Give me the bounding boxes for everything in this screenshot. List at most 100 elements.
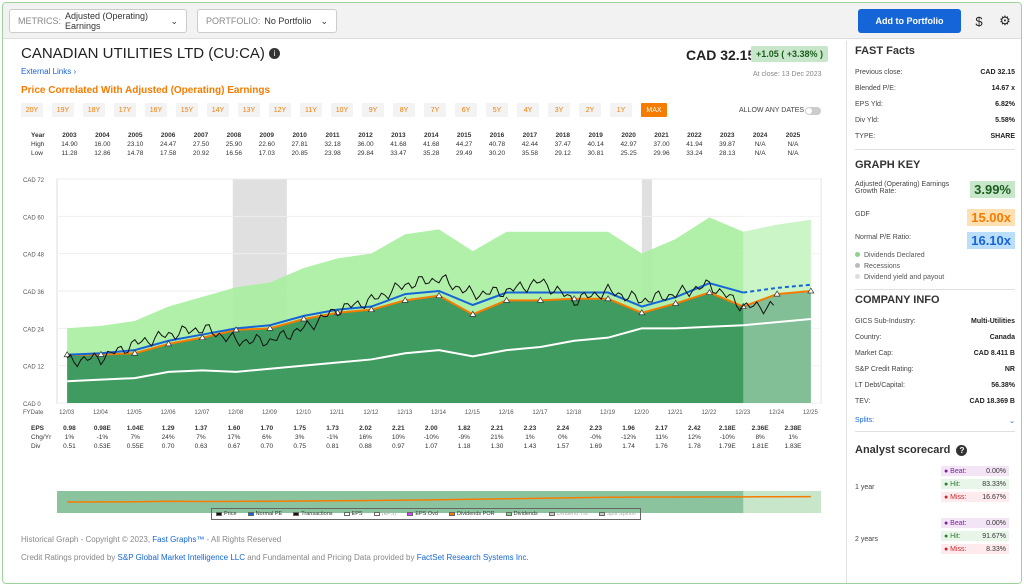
range-button-15y[interactable]: 15Y bbox=[176, 103, 198, 117]
range-button-1y[interactable]: 1Y bbox=[610, 103, 632, 117]
range-button-13y[interactable]: 13Y bbox=[238, 103, 260, 117]
range-button-8y[interactable]: 8Y bbox=[393, 103, 415, 117]
info-row: Country: Canada bbox=[855, 334, 1015, 341]
range-button-5y[interactable]: 5Y bbox=[486, 103, 508, 117]
range-button-9y[interactable]: 9Y bbox=[362, 103, 384, 117]
add-to-portfolio-button[interactable]: Add to Portfolio bbox=[858, 9, 961, 33]
table-cell: 23.10 bbox=[127, 141, 144, 148]
table-cell: 41.94 bbox=[686, 141, 703, 148]
grey-dot-icon bbox=[855, 263, 860, 268]
range-button-16y[interactable]: 16Y bbox=[145, 103, 167, 117]
legend-item[interactable]: Dividends bbox=[505, 511, 538, 517]
table-cell: 2011 bbox=[325, 132, 340, 139]
range-button-11y[interactable]: 11Y bbox=[300, 103, 322, 117]
eps-marker bbox=[672, 299, 680, 306]
portfolio-select[interactable]: PORTFOLIO: No Portfolio ⌄ bbox=[197, 9, 337, 33]
info-row: Div Yld: 5.58% bbox=[855, 117, 1015, 124]
range-button-2y[interactable]: 2Y bbox=[579, 103, 601, 117]
legend-label: Dividend Yld bbox=[556, 511, 588, 517]
info-value: CAD 8.411 B bbox=[973, 350, 1015, 357]
table-cell: 27.50 bbox=[192, 141, 210, 148]
info-label: Country: bbox=[855, 334, 882, 341]
y-tick-label: CAD 72 bbox=[23, 178, 45, 184]
legend-item[interactable]: Normal PE bbox=[247, 511, 282, 517]
table-cell: 1.57 bbox=[556, 443, 570, 450]
chevron-down-icon[interactable]: ⌄ bbox=[1009, 418, 1015, 425]
table-cell: 2003 bbox=[62, 132, 77, 139]
table-cell: 0.75 bbox=[293, 443, 306, 450]
legend-item[interactable]: Price bbox=[216, 511, 237, 517]
fast-graphs-link[interactable]: Fast Graphs™ bbox=[152, 535, 205, 544]
factset-link[interactable]: FactSet Research Systems Inc. bbox=[416, 553, 529, 562]
normal-pe-label: Normal P/E Ratio: bbox=[855, 234, 912, 241]
metrics-select[interactable]: METRICS: Adjusted (Operating) Earnings ⌄ bbox=[9, 9, 187, 33]
table-cell: 2015 bbox=[456, 132, 472, 139]
info-label: LT Debt/Capital: bbox=[855, 382, 905, 389]
range-button-7y[interactable]: 7Y bbox=[424, 103, 446, 117]
range-button-19y[interactable]: 19Y bbox=[52, 103, 74, 117]
table-cell: 7% bbox=[196, 434, 206, 441]
range-button-max[interactable]: MAX bbox=[641, 103, 667, 117]
gear-icon[interactable]: ⚙ bbox=[999, 13, 1011, 28]
info-value: CAD 32.15 bbox=[980, 69, 1015, 76]
scorecard-label: ● Beat: bbox=[944, 519, 967, 527]
legend-swatch bbox=[505, 512, 512, 516]
table-cell: 2013 bbox=[391, 132, 406, 139]
x-tick-label: 12/19 bbox=[600, 410, 616, 416]
info-icon[interactable]: i bbox=[269, 48, 281, 59]
allow-any-dates-toggle[interactable] bbox=[805, 107, 821, 115]
range-button-10y[interactable]: 10Y bbox=[331, 103, 353, 117]
range-button-14y[interactable]: 14Y bbox=[207, 103, 229, 117]
eps-marker bbox=[164, 340, 173, 347]
range-button-18y[interactable]: 18Y bbox=[83, 103, 105, 117]
sp-global-link[interactable]: S&P Global Market Intelligence LLC bbox=[117, 553, 245, 562]
splits-row: Splits: ⌄ bbox=[855, 417, 1015, 425]
range-button-12y[interactable]: 12Y bbox=[269, 103, 291, 117]
growth-value: 3.99% bbox=[970, 181, 1015, 198]
legend-item[interactable]: (EPS) bbox=[373, 511, 396, 517]
table-cell: -10% bbox=[719, 434, 735, 441]
range-button-3y[interactable]: 3Y bbox=[548, 103, 570, 117]
legend-item[interactable]: Dividend Yld bbox=[548, 511, 588, 517]
x-tick-label: 12/15 bbox=[465, 410, 481, 416]
table-cell: 0.81 bbox=[326, 443, 339, 450]
table-cell: 1% bbox=[64, 434, 75, 441]
eps-marker bbox=[97, 350, 105, 357]
scorecard-label: ● Hit: bbox=[944, 480, 961, 488]
fast-facts-title: FAST Facts bbox=[855, 45, 915, 57]
table-cell: -10% bbox=[423, 434, 439, 441]
range-button-4y[interactable]: 4Y bbox=[517, 103, 539, 117]
table-cell: 2.18E bbox=[718, 425, 736, 432]
external-links-link[interactable]: External Links › bbox=[21, 67, 76, 76]
dollar-icon[interactable]: $ bbox=[975, 13, 983, 29]
growth-label: Adjusted (Operating) Earnings Growth Rat… bbox=[855, 181, 950, 195]
ticker: (CU:CA) bbox=[208, 45, 265, 62]
table-cell: 1.82 bbox=[457, 425, 471, 432]
table-cell: -1% bbox=[96, 434, 109, 441]
legend-item[interactable]: EPS Ovd bbox=[407, 511, 438, 517]
legend-item[interactable]: EPS bbox=[343, 511, 363, 517]
dot-label: Dividend yield and payout bbox=[864, 274, 945, 281]
eps-marker bbox=[401, 296, 409, 303]
graph-key-dividend-yield: Dividend yield and payout bbox=[855, 274, 944, 281]
x-tick-label: 12/23 bbox=[735, 410, 751, 416]
legend-item[interactable]: Split Spinoff bbox=[598, 511, 636, 517]
earnings-area bbox=[67, 291, 811, 403]
range-button-17y[interactable]: 17Y bbox=[114, 103, 136, 117]
help-icon[interactable]: ? bbox=[956, 445, 968, 456]
legend-item[interactable]: Dividends POR bbox=[449, 511, 495, 517]
splits-label[interactable]: Splits: bbox=[855, 417, 875, 424]
info-label: Market Cap: bbox=[855, 350, 894, 357]
x-tick-label: 12/22 bbox=[701, 410, 717, 416]
x-tick-label: 12/03 bbox=[59, 410, 75, 416]
chevron-down-icon: ⌄ bbox=[170, 15, 178, 26]
legend-item[interactable]: Transactions bbox=[293, 511, 333, 517]
table-cell: 2018 bbox=[555, 132, 571, 139]
table-cell: 0.88 bbox=[359, 443, 372, 450]
table-cell: 0.55E bbox=[126, 443, 144, 450]
graph-key-gdf: GDF 15.00x bbox=[855, 209, 1015, 226]
range-button-20y[interactable]: 20Y bbox=[21, 103, 43, 117]
legend-swatch bbox=[293, 512, 300, 516]
range-button-6y[interactable]: 6Y bbox=[455, 103, 477, 117]
info-label: TEV: bbox=[855, 398, 871, 405]
